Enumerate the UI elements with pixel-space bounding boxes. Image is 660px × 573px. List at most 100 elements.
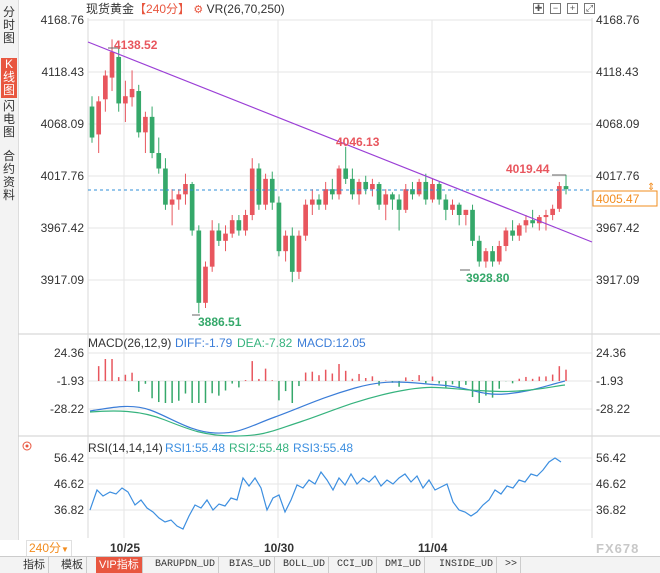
macd-tick-left: -1.93 xyxy=(57,374,85,388)
tab-indicator[interactable]: 指标 xyxy=(20,557,49,573)
price-tick-left: 4017.76 xyxy=(41,169,85,183)
date-tick: 10/30 xyxy=(264,541,295,555)
candle-body xyxy=(543,215,549,218)
low-label-2: 3928.80 xyxy=(466,271,510,285)
tab-timeshare[interactable]: 分时图 xyxy=(2,5,15,45)
rsi-line xyxy=(89,457,562,530)
candle-body xyxy=(309,199,315,205)
candle-body xyxy=(209,230,215,267)
candle-body xyxy=(169,199,175,205)
indicator-tab-bar: 指标 模板 VIP指标 BARUPDN_UD BIAS_UD BOLL_UD C… xyxy=(0,556,660,573)
candle-body xyxy=(156,153,162,169)
rsi-settings-icon xyxy=(22,441,32,451)
price-tick-left: 4168.76 xyxy=(41,13,85,27)
candle-body xyxy=(356,181,362,195)
tab-cci[interactable]: CCI_UD xyxy=(334,557,378,573)
macd-dea-line xyxy=(89,384,566,437)
candle-body xyxy=(223,233,228,241)
candle-body xyxy=(450,204,455,210)
crosshair-icon[interactable]: ✚ xyxy=(533,3,544,14)
tab-boll[interactable]: BOLL_UD xyxy=(280,557,330,573)
macd-diff-line xyxy=(89,380,566,434)
macd-tick-right: 24.36 xyxy=(596,346,626,360)
candle-body xyxy=(330,189,335,195)
candle-body xyxy=(123,96,128,104)
candle-body xyxy=(289,235,295,272)
candle-body xyxy=(163,168,168,205)
rsi-label: RSI(14,14,14) xyxy=(88,441,163,455)
candle-body xyxy=(189,184,195,231)
tab-flash[interactable]: 闪电图 xyxy=(2,99,15,139)
macd-tick-right: -28.22 xyxy=(596,402,630,416)
candle-body xyxy=(116,56,122,104)
candle-body xyxy=(336,168,342,195)
candle-body xyxy=(463,209,469,216)
dropdown-arrow-icon: ▼ xyxy=(61,545,69,554)
price-tick-right: 4118.43 xyxy=(596,65,639,79)
candle-body xyxy=(430,184,435,200)
candle-body xyxy=(483,251,489,262)
fullscreen-icon[interactable]: ⤢ xyxy=(584,3,595,14)
candle-body xyxy=(470,209,475,241)
vr-indicator-label: VR(26,70,250) xyxy=(206,2,285,16)
candle-body xyxy=(183,184,188,195)
candle-body xyxy=(243,215,248,231)
candle-body xyxy=(410,189,415,195)
side-tab-bar: 分时图 K线图 闪电图 合约资料 xyxy=(0,0,19,540)
price-tag-arrow-icon: ⇕ xyxy=(647,182,655,193)
current-price-value: 4005.47 xyxy=(596,192,640,206)
candle-body xyxy=(103,75,108,100)
time-axis: 240分▼ 10/25 10/30 11/04 FX678 xyxy=(18,540,660,557)
rsi3-value: RSI3:55.48 xyxy=(293,441,353,455)
tab-barupdn[interactable]: BARUPDN_UD xyxy=(152,557,220,573)
candle-body xyxy=(403,189,409,210)
candle-body xyxy=(256,168,262,205)
zoom-out-icon[interactable]: − xyxy=(550,3,561,14)
instrument-title: 现货黄金 xyxy=(86,2,135,16)
candle-body xyxy=(89,106,95,138)
high-label-3: 4019.44 xyxy=(506,162,550,176)
period-button-label: 240分 xyxy=(29,541,62,555)
candle-body xyxy=(283,235,288,252)
candle-body xyxy=(536,217,542,224)
tab-vip-indicator[interactable]: VIP指标 xyxy=(96,557,143,573)
price-tick-left: 3967.42 xyxy=(41,221,85,235)
tab-dmi[interactable]: DMI_UD xyxy=(382,557,426,573)
candle-body xyxy=(276,202,282,252)
price-chart[interactable]: 4168.76 4118.43 4068.09 4017.76 3967.42 … xyxy=(0,0,660,540)
rsi-tick-right: 36.82 xyxy=(596,503,626,517)
tab-kline[interactable]: K线图 xyxy=(1,57,17,98)
candle-body xyxy=(196,230,202,303)
candle-body xyxy=(203,266,208,303)
date-tick: 10/25 xyxy=(110,541,141,555)
macd-diff: DIFF:-1.79 xyxy=(175,336,233,350)
macd-tick-left: 24.36 xyxy=(54,346,84,360)
tab-bias[interactable]: BIAS_UD xyxy=(226,557,276,573)
watermark: FX678 xyxy=(596,541,640,556)
tab-template[interactable]: 模板 xyxy=(58,557,87,573)
tab-inside[interactable]: INSIDE_UD xyxy=(436,557,498,573)
price-tick-left: 4068.09 xyxy=(41,117,85,131)
candle-body xyxy=(269,178,275,203)
candle-body xyxy=(323,189,328,205)
period-selector[interactable]: 【240分】 xyxy=(134,2,191,16)
rsi-tick-left: 56.42 xyxy=(54,451,84,465)
rsi-tick-right: 46.62 xyxy=(596,477,626,491)
candle-body xyxy=(496,246,502,262)
period-button[interactable]: 240分▼ xyxy=(26,540,72,557)
more-tabs-button[interactable]: >> xyxy=(502,557,522,573)
price-tick-left: 4118.43 xyxy=(42,65,85,79)
low-label-1: 3886.51 xyxy=(198,315,242,329)
candle-body xyxy=(263,178,268,205)
tab-contract-info[interactable]: 合约资料 xyxy=(2,149,15,202)
candle-body xyxy=(316,199,322,205)
zoom-in-icon[interactable]: + xyxy=(567,3,578,14)
price-tick-right: 3967.42 xyxy=(596,221,640,235)
current-price-tag xyxy=(592,190,658,207)
candle-body xyxy=(516,225,522,236)
macd-dea: DEA:-7.82 xyxy=(237,336,293,350)
macd-label: MACD(26,12,9) xyxy=(88,336,171,350)
macd-tick-left: -28.22 xyxy=(50,402,84,416)
indicator-settings-icon[interactable]: ⚙ xyxy=(193,4,204,16)
candle-body xyxy=(423,181,429,200)
